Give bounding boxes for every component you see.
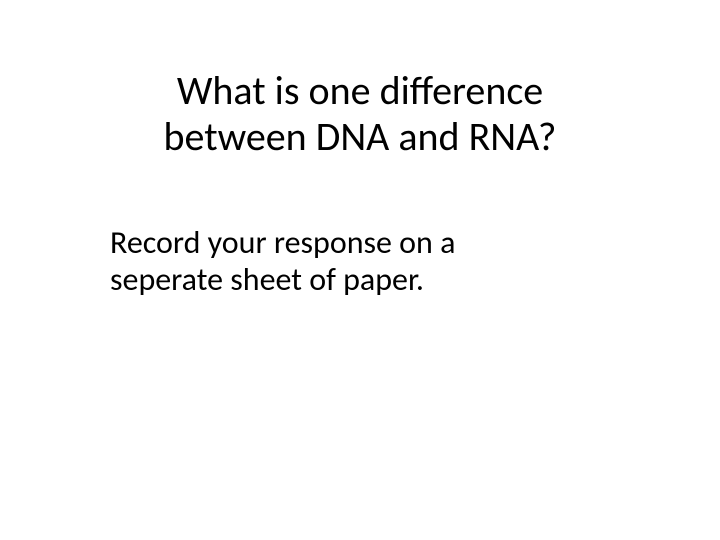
body-line-2: seperate sheet of paper. — [110, 260, 424, 299]
slide: What is one difference between DNA and R… — [0, 0, 720, 540]
title-line-2: between DNA and RNA? — [164, 112, 557, 161]
slide-body: Record your response on a seperate sheet… — [110, 225, 610, 299]
body-line-1: Record your response on a — [110, 223, 455, 262]
slide-title: What is one difference between DNA and R… — [0, 68, 720, 160]
title-line-1: What is one difference — [177, 66, 543, 115]
